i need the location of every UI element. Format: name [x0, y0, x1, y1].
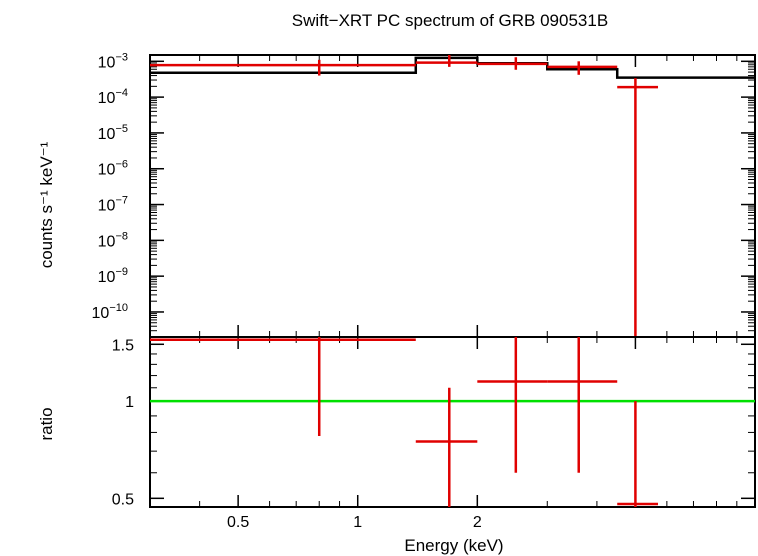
spectrum-y-axis-label: counts s⁻¹ keV⁻¹: [37, 141, 56, 268]
spectrum-y-tick-exponent: −4: [115, 87, 128, 99]
model-step-line: [150, 56, 755, 79]
spectrum-y-tick-exponent: −7: [115, 195, 128, 207]
spectrum-y-tick-label: 10−5: [98, 123, 128, 143]
spectrum-panel: 10−3 10−4 10−5 10−6 10−7 10−8 10−9 10−10: [92, 51, 756, 338]
spectrum-frame: [149, 54, 756, 338]
spectrum-data-point: [547, 61, 618, 75]
ratio-data-point: [150, 337, 416, 436]
ratio-data-point: [547, 337, 618, 473]
ratio-y-axis-label: ratio: [37, 407, 56, 440]
spectrum-data-point: [415, 55, 478, 67]
spectrum-data-point: [150, 59, 416, 76]
spectrum-y-tick-label: 10−9: [98, 266, 128, 286]
ratio-data-point: [477, 337, 548, 473]
ratio-data-point: [415, 387, 478, 507]
ratio-y-tick-label: 1: [125, 394, 134, 411]
spectrum-y-tick-label: 10−3: [98, 51, 128, 71]
ratio-data-point: [617, 401, 659, 507]
spectrum-y-tick-exponent: −3: [115, 51, 128, 63]
ratio-panel: 1.5 1 0.5 0.5 1 2: [112, 336, 756, 531]
x-tick-label: 1: [353, 514, 362, 531]
spectrum-y-tick-label: 10−10: [92, 302, 128, 322]
spectrum-y-tick-exponent: −8: [115, 230, 128, 242]
spectrum-y-tick-label: 10−4: [98, 87, 128, 107]
spectrum-y-tick-label: 10−7: [98, 195, 128, 215]
ratio-frame: [149, 336, 756, 508]
spectrum-y-tick-exponent: −9: [115, 266, 128, 278]
spectrum-data-point: [617, 78, 659, 337]
spectrum-data-point: [477, 57, 548, 70]
spectrum-y-tick-exponent: −10: [109, 302, 128, 314]
x-tick-label: 0.5: [227, 514, 249, 531]
ratio-y-tick-label: 1.5: [112, 337, 134, 354]
spectrum-y-tick-label: 10−8: [98, 230, 128, 250]
spectrum-y-tick-label: 10−6: [98, 159, 128, 179]
ratio-y-tick-label: 0.5: [112, 491, 134, 508]
x-tick-label: 2: [473, 514, 482, 531]
x-axis-label: Energy (keV): [404, 536, 503, 555]
chart-title: Swift−XRT PC spectrum of GRB 090531B: [292, 11, 608, 30]
spectrum-y-tick-exponent: −5: [115, 123, 128, 135]
spectrum-y-tick-exponent: −6: [115, 159, 128, 171]
